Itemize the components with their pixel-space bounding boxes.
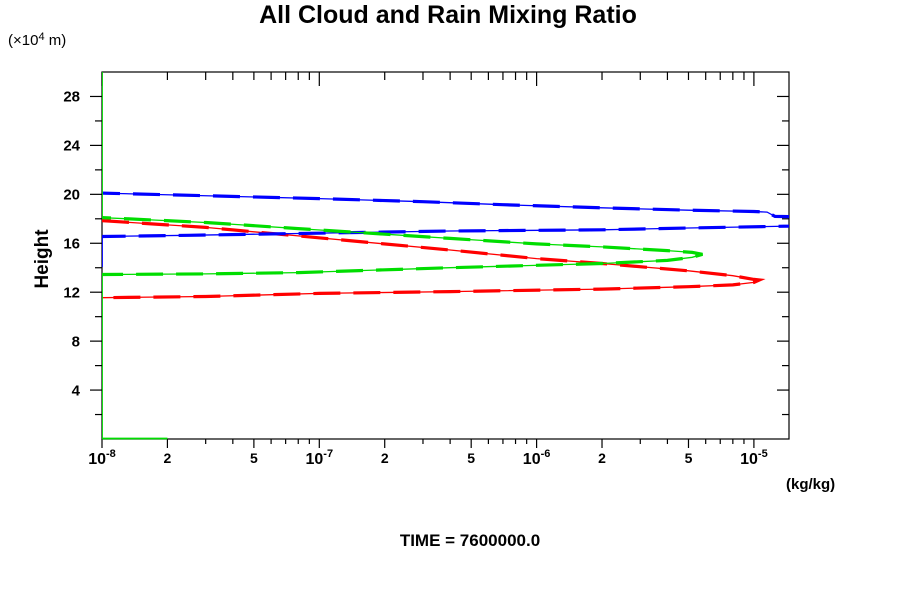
- x-tick-label: 2: [164, 450, 172, 466]
- x-tick-label: 5: [685, 450, 693, 466]
- x-tick-label: 10-6: [523, 448, 551, 468]
- x-tick-label: 5: [467, 450, 475, 466]
- chart-title: All Cloud and Rain Mixing Ratio: [259, 1, 637, 29]
- x-tick-label: 10-8: [88, 448, 116, 468]
- x-tick-label: 10-5: [740, 448, 768, 468]
- x-tick-label: 5: [250, 450, 258, 466]
- plot-frame: [101, 71, 790, 440]
- time-caption: TIME = 7600000.0: [399, 531, 541, 550]
- y-tick-label: 12: [63, 284, 80, 301]
- y-tick-label: 20: [63, 187, 80, 204]
- curve-dashes-cloud-mixing-ratio-blue: [102, 191, 789, 239]
- y-tick-label: 16: [63, 236, 80, 253]
- y-tick-label: 28: [63, 89, 80, 106]
- y-axis-unit-prefix: (×10: [8, 32, 39, 49]
- y-tick-label: 8: [72, 333, 80, 350]
- x-axis-unit-label: (kg/kg): [786, 476, 836, 493]
- curve-dashes-rain-mixing-ratio-red: [102, 219, 766, 300]
- curves-layer: [102, 72, 789, 440]
- curve-dashes-cloud-mixing-ratio-green: [102, 216, 703, 277]
- x-tick-label: 10-7: [306, 448, 334, 468]
- y-tick-label: 4: [72, 382, 81, 399]
- x-tick-label: 2: [598, 450, 606, 466]
- x-tick-label: 2: [381, 450, 389, 466]
- y-axis-unit-label: (×104 m): [8, 31, 67, 49]
- y-axis-unit-suffix: m): [44, 32, 67, 49]
- y-axis-unit-exponent: 4: [38, 31, 45, 43]
- y-tick-label: 24: [63, 138, 80, 155]
